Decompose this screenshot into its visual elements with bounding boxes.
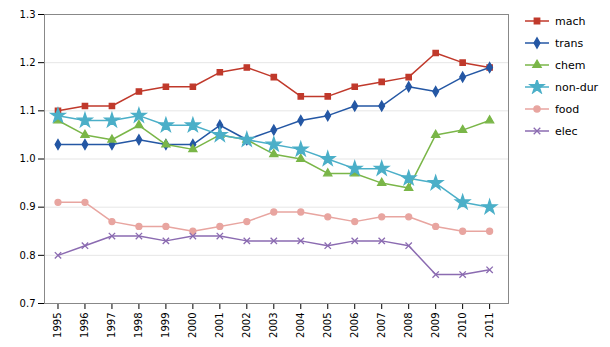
svg-text:2008: 2008 bbox=[403, 313, 414, 338]
svg-text:2004: 2004 bbox=[295, 313, 306, 338]
svg-text:2009: 2009 bbox=[430, 313, 441, 338]
html-text:non-dur: non-dur bbox=[555, 80, 599, 94]
svg-text:2002: 2002 bbox=[241, 313, 252, 338]
svg-text:2007: 2007 bbox=[376, 313, 387, 338]
svg-text:1.2: 1.2 bbox=[20, 57, 36, 68]
svg-text:0.7: 0.7 bbox=[20, 298, 36, 309]
svg-text:2001: 2001 bbox=[214, 313, 225, 338]
svg-text:2003: 2003 bbox=[268, 313, 279, 338]
html-text:elec: elec bbox=[555, 124, 578, 138]
svg-text:1997: 1997 bbox=[106, 313, 117, 338]
html-text:trans: trans bbox=[555, 36, 584, 50]
svg-text:1998: 1998 bbox=[133, 313, 144, 338]
svg-text:1996: 1996 bbox=[79, 313, 90, 338]
svg-text:0.8: 0.8 bbox=[20, 250, 36, 261]
html-text:food: food bbox=[555, 102, 580, 116]
html-text:mach: mach bbox=[555, 14, 586, 28]
svg-text:1.3: 1.3 bbox=[20, 9, 36, 20]
svg-text:1999: 1999 bbox=[160, 313, 171, 338]
svg-text:2006: 2006 bbox=[349, 313, 360, 338]
svg-text:1.0: 1.0 bbox=[20, 153, 36, 164]
svg-text:0.9: 0.9 bbox=[20, 201, 36, 212]
svg-text:2000: 2000 bbox=[187, 313, 198, 338]
svg-text:2005: 2005 bbox=[322, 313, 333, 338]
html-text:chem: chem bbox=[555, 58, 586, 72]
svg-text:2010: 2010 bbox=[457, 313, 468, 338]
svg-text:2011: 2011 bbox=[484, 313, 495, 338]
svg-text:1995: 1995 bbox=[52, 313, 63, 338]
svg-text:1.1: 1.1 bbox=[20, 105, 36, 116]
